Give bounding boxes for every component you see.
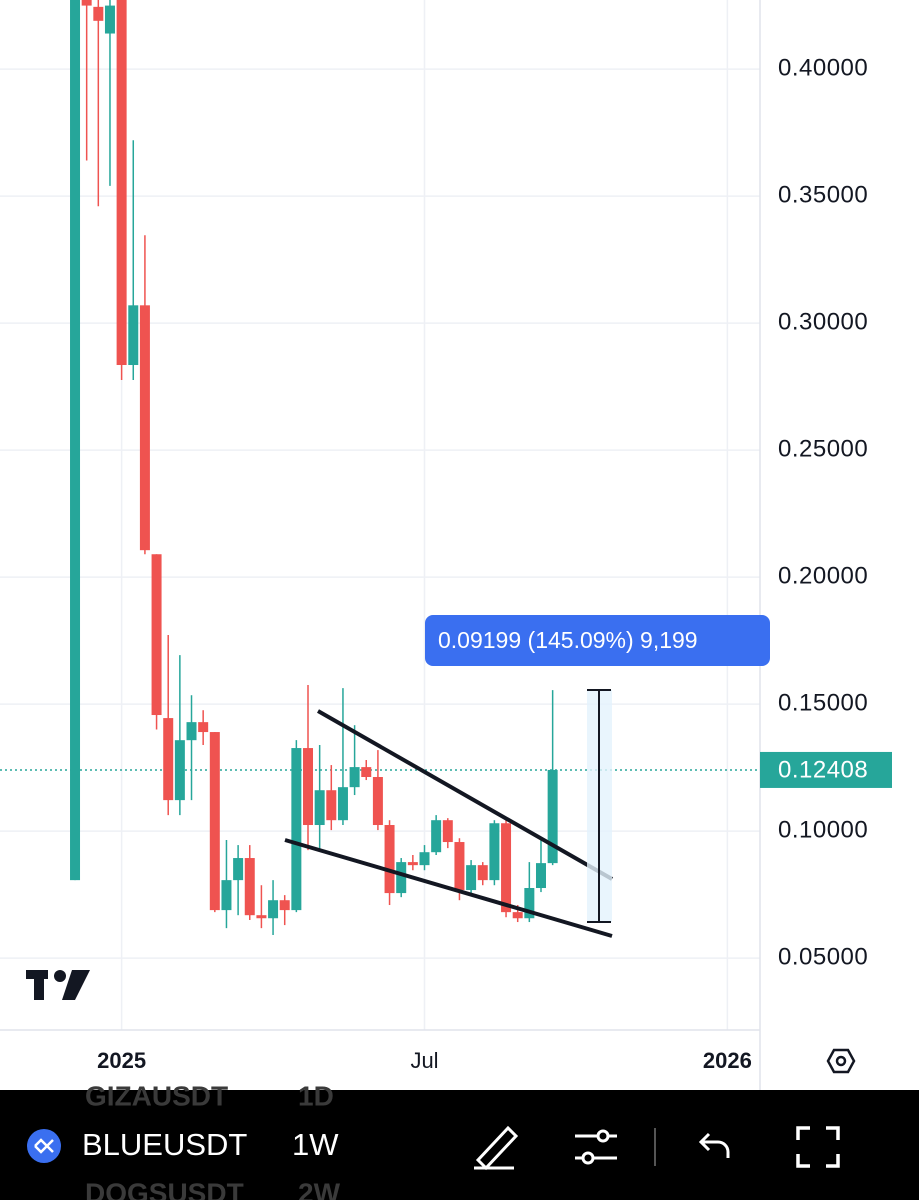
candle-body (198, 722, 209, 733)
candle-body (268, 900, 279, 919)
candle-body (116, 0, 127, 366)
y-tick-label: 0.30000 (778, 308, 868, 335)
y-tick-label: 0.20000 (778, 562, 868, 589)
candle-body (454, 842, 465, 891)
candle-body (233, 858, 244, 881)
candle-body (407, 862, 418, 866)
draw-icon[interactable] (474, 1125, 519, 1171)
trendline[interactable] (317, 709, 613, 881)
fade (250, 1115, 270, 1175)
candle-body (524, 888, 535, 919)
candle-body (337, 787, 348, 821)
candle-body (221, 880, 232, 911)
trendline[interactable] (284, 838, 613, 938)
candle-body (535, 863, 546, 889)
candle-body (361, 767, 372, 778)
candle-body (209, 732, 220, 911)
candle-body (326, 790, 337, 821)
last-price-box (760, 751, 892, 788)
y-tick-label: 0.25000 (778, 435, 868, 462)
y-tick-label: 0.40000 (778, 54, 868, 81)
candle-body (81, 0, 92, 6)
prev-interval[interactable]: 1D (298, 1080, 334, 1111)
settings-icon[interactable] (826, 1048, 856, 1074)
undo-icon[interactable] (698, 1132, 730, 1158)
next-interval[interactable]: 2W (298, 1177, 341, 1200)
toolbar-row (0, 1112, 919, 1178)
symbol[interactable]: BLUEUSDT (82, 1127, 247, 1162)
candle-body (547, 769, 558, 864)
y-tick-label: 0.10000 (778, 816, 868, 843)
logo (26, 970, 90, 1000)
candle-body (419, 852, 430, 866)
candle-body (291, 748, 302, 911)
candle-body (186, 722, 197, 741)
last-price-label: 0.12408 (778, 756, 868, 783)
symbol-icon (34, 1138, 54, 1154)
candle-body (396, 862, 407, 894)
settings-icon (835, 1055, 847, 1067)
candle-body (501, 823, 512, 913)
candle-body (93, 6, 104, 21)
candle-body (442, 820, 453, 843)
symbol-icon (27, 1129, 61, 1163)
fullscreen-icon[interactable] (796, 1126, 840, 1168)
candle-body (128, 305, 139, 366)
settings-sliders[interactable] (575, 1129, 617, 1165)
candle-body (477, 865, 488, 881)
y-tick-label: 0.05000 (778, 943, 868, 970)
x-tick-label: 2025 (97, 1048, 146, 1073)
next-symbol[interactable]: DOGSUSDT (85, 1177, 244, 1200)
candle-body (70, 0, 81, 881)
y-tick-label: 0.35000 (778, 181, 868, 208)
y-tick-label: 0.15000 (778, 689, 868, 716)
candle-body (279, 900, 290, 911)
candle-body (489, 823, 500, 881)
candle-body (163, 718, 174, 801)
candle-body (104, 5, 115, 34)
candle-body (466, 865, 477, 891)
candle-body (174, 740, 185, 801)
measure-label: 0.09199 (145.09%) 9,199 (438, 627, 698, 653)
candle-body (244, 858, 255, 916)
candle-body (512, 912, 523, 919)
candle-body (384, 825, 395, 894)
prev-symbol[interactable]: GIZAUSDT (85, 1080, 228, 1111)
candle-body (139, 305, 150, 551)
interval[interactable]: 1W (292, 1127, 339, 1162)
candle-body (303, 748, 314, 826)
candle-body (314, 790, 325, 826)
candle-body (372, 777, 383, 826)
candle-body (349, 767, 360, 788)
x-tick-label: Jul (410, 1048, 438, 1073)
candle-body (151, 554, 162, 716)
candle-body (431, 820, 442, 853)
candle-body (256, 915, 267, 919)
x-tick-label: 2026 (703, 1048, 752, 1073)
measure-label-box (425, 615, 770, 666)
